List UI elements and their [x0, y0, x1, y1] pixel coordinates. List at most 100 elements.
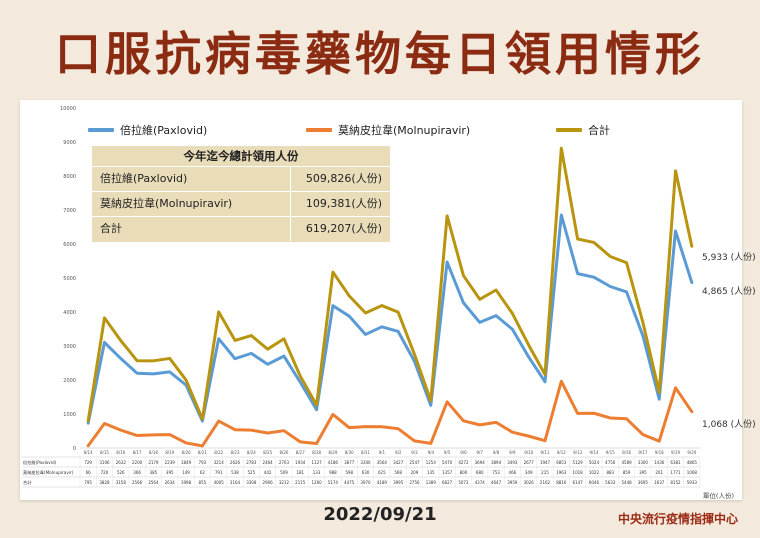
table-cell: 5448: [621, 480, 632, 485]
table-cell: 8152: [670, 480, 681, 485]
table-cell: 209: [411, 470, 419, 475]
table-cell: 988: [329, 470, 337, 475]
x-tick-label: 8/20: [182, 450, 191, 455]
table-cell: 3106: [99, 460, 110, 465]
table-cell: 2632: [116, 460, 127, 465]
x-tick-label: 8/30: [345, 450, 354, 455]
table-cell: 3212: [279, 480, 290, 485]
table-cell: 6381: [670, 460, 681, 465]
table-row-label: 合計: [23, 479, 31, 486]
table-cell: 442: [264, 470, 272, 475]
summary-name: 倍拉維(Paxlovid): [92, 167, 291, 191]
table-cell: 4005: [214, 480, 225, 485]
legend-swatch-molnupiravir: [306, 128, 332, 132]
y-tick-label: 7000: [63, 208, 76, 214]
table-cell: 793: [199, 460, 207, 465]
table-cell: 2703: [279, 460, 290, 465]
legend-item-molnupiravir: 莫納皮拉韋(Molnupiravir): [306, 122, 470, 138]
table-cell: 6853: [556, 460, 567, 465]
table-cell: 2906: [263, 480, 274, 485]
table-cell: 2626: [230, 460, 241, 465]
x-tick-label: 8/18: [149, 450, 158, 455]
table-cell: 3308: [246, 480, 257, 485]
table-cell: 3694: [475, 460, 486, 465]
legend-label-molnupiravir: 莫納皮拉韋(Molnupiravir): [338, 124, 471, 137]
table-cell: 2464: [263, 460, 274, 465]
page-title: 口服抗病毒藥物每日領用情形: [55, 27, 705, 81]
table-cell: 8816: [556, 480, 567, 485]
summary-value: 109,381(人份): [305, 197, 382, 210]
x-tick-label: 8/25: [263, 450, 272, 455]
table-cell: 3564: [377, 460, 388, 465]
table-cell: 3995: [393, 480, 404, 485]
table-cell: 795: [84, 480, 92, 485]
table-cell: 2179: [148, 460, 159, 465]
table-cell: 4475: [344, 480, 355, 485]
table-cell: 5633: [605, 480, 616, 485]
table-cell: 1849: [181, 460, 192, 465]
table-cell: 1254: [426, 460, 437, 465]
x-tick-label: 8/21: [198, 450, 207, 455]
table-cell: 4272: [458, 460, 469, 465]
end-label-molnupiravir: 1,068 (人份): [702, 420, 756, 430]
y-tick-label: 6000: [63, 242, 76, 248]
y-tick-label: 5000: [63, 276, 76, 282]
table-cell: 62: [200, 470, 206, 475]
x-tick-label: 9/2: [395, 450, 402, 455]
line-chart: 0 1000 2000 3000 4000 5000 6000 7000 8000 9000 100…: [22, 106, 701, 488]
table-cell: 6827: [442, 480, 453, 485]
table-cell: 3959: [507, 480, 518, 485]
x-tick-label: 8/29: [328, 450, 337, 455]
table-cell: 883: [606, 470, 614, 475]
table-row-label: 倍拉維(Paxlovid): [23, 459, 57, 466]
x-tick-label: 9/15: [606, 450, 615, 455]
y-tick-label: 2000: [63, 378, 76, 384]
y-tick-label: 1000: [63, 412, 76, 418]
table-cell: 2564: [148, 480, 159, 485]
table-cell: 680: [476, 470, 484, 475]
table-cell: 598: [345, 470, 353, 475]
y-tick-label: 0: [73, 446, 76, 452]
table-cell: 201: [655, 470, 663, 475]
summary-name: 莫納皮拉韋(Molnupiravir): [92, 192, 291, 216]
table-cell: 149: [182, 470, 190, 475]
table-cell: 3300: [638, 460, 649, 465]
table-cell: 2566: [132, 480, 143, 485]
table-cell: 4647: [491, 480, 502, 485]
x-tick-label: 9/17: [638, 450, 647, 455]
x-tick-label: 8/28: [312, 450, 321, 455]
table-cell: 1260: [311, 480, 322, 485]
table-cell: 385: [150, 470, 158, 475]
y-tick-label: 10000: [60, 106, 76, 112]
table-cell: 2677: [524, 460, 535, 465]
table-cell: 366: [133, 470, 141, 475]
table-cell: 3828: [99, 480, 110, 485]
x-tick-label: 9/8: [493, 450, 500, 455]
table-cell: 1934: [295, 460, 306, 465]
table-cell: 5072: [458, 480, 469, 485]
table-cell: 526: [117, 470, 125, 475]
table-cell: 2756: [409, 480, 420, 485]
x-tick-label: 8/31: [361, 450, 370, 455]
table-cell: 859: [623, 470, 631, 475]
table-cell: 3493: [507, 460, 518, 465]
unit-label: 單位(人份): [702, 492, 734, 500]
table-cell: 753: [492, 470, 500, 475]
table-cell: 2115: [295, 480, 306, 485]
report-date: 2022/09/21: [323, 504, 437, 525]
table-cell: 4750: [605, 460, 616, 465]
x-tick-label: 9/16: [622, 450, 631, 455]
table-cell: 3026: [524, 480, 535, 485]
table-cell: 6147: [573, 480, 584, 485]
table-cell: 4865: [687, 460, 698, 465]
table-cell: 2634: [165, 480, 176, 485]
table-cell: 3164: [230, 480, 241, 485]
x-tick-label: 8/19: [165, 450, 174, 455]
table-cell: 466: [509, 470, 517, 475]
y-tick-label: 3000: [63, 344, 76, 350]
x-tick-label: 8/24: [247, 450, 256, 455]
table-cell: 3877: [344, 460, 355, 465]
table-cell: 395: [166, 470, 174, 475]
table-cell: 66: [86, 470, 92, 475]
